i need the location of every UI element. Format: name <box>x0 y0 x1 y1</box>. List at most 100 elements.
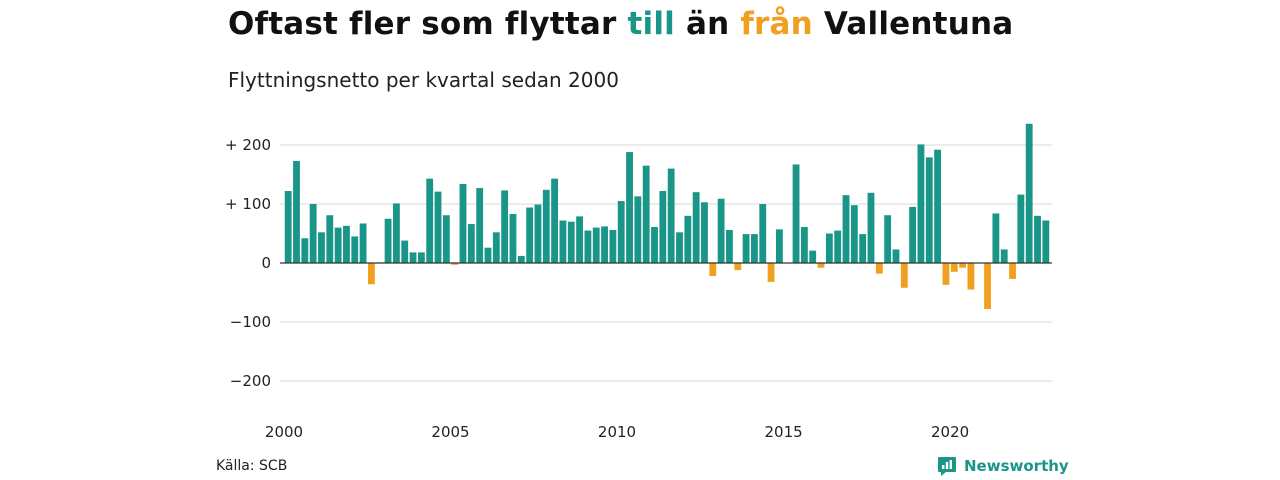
bar-2017-q2 <box>859 234 867 263</box>
bar-2001-q1 <box>318 232 325 263</box>
chart-subtitle: Flyttningsnetto per kvartal sedan 2000 <box>228 68 619 92</box>
bar-2005-q3 <box>467 224 475 263</box>
bar-2003-q2 <box>392 203 400 263</box>
bar-2014-q1 <box>751 234 758 263</box>
bar-2019-q3 <box>934 149 942 263</box>
title-part-2: än <box>674 6 741 42</box>
bar-2004-q2 <box>426 178 434 263</box>
bar-2002-q1 <box>351 236 359 263</box>
bar-2007-q2 <box>526 207 534 263</box>
bar-2010-q1 <box>617 201 625 263</box>
bar-2002-q2 <box>359 223 367 263</box>
bar-2005-q2 <box>459 183 467 263</box>
title-part-3: Vallentuna <box>812 6 1014 42</box>
bar-2011-q1 <box>651 227 658 263</box>
y-tick-label: + 100 <box>225 195 271 213</box>
x-tick-label: 2010 <box>598 423 636 441</box>
bar-2008-q2 <box>559 220 567 263</box>
bars <box>284 123 1050 310</box>
bar-2020-q3 <box>967 263 975 290</box>
bar-2018-q2 <box>892 249 900 263</box>
x-tick-label: 2005 <box>431 423 469 441</box>
bar-2019-q2 <box>925 157 933 263</box>
bar-2001-q2 <box>326 215 334 263</box>
bar-2014-q4 <box>775 229 783 263</box>
bar-2012-q1 <box>684 215 692 263</box>
bar-2022-q2 <box>1025 123 1033 263</box>
bar-2006-q3 <box>501 190 509 263</box>
bar-2021-q4 <box>1009 263 1016 279</box>
bar-2009-q1 <box>584 230 592 263</box>
bar-2013-q1 <box>717 198 725 263</box>
bar-2017-q3 <box>867 192 875 263</box>
y-tick-label: −200 <box>230 372 271 390</box>
bar-2007-q1 <box>517 255 525 263</box>
bar-2014-q2 <box>759 204 767 263</box>
bar-2021-q3 <box>1000 249 1008 263</box>
bar-2002-q3 <box>368 263 375 285</box>
bar-2014-q3 <box>767 263 775 282</box>
bar-2015-q3 <box>800 227 808 263</box>
bar-2012-q4 <box>709 263 717 276</box>
bar-2001-q3 <box>334 227 342 263</box>
bar-2004-q4 <box>442 215 450 263</box>
source-note: Källa: SCB <box>216 458 288 474</box>
bar-2009-q4 <box>609 229 617 263</box>
bar-2016-q3 <box>834 230 842 263</box>
bar-2018-q4 <box>909 206 917 263</box>
bar-2010-q3 <box>634 196 642 263</box>
bar-2016-q2 <box>825 233 833 263</box>
bar-2009-q2 <box>592 227 600 263</box>
bar-2013-q2 <box>726 229 733 263</box>
bar-2011-q3 <box>667 168 675 263</box>
bar-2020-q1 <box>950 263 958 272</box>
bar-2004-q1 <box>417 252 425 263</box>
bar-2012-q3 <box>701 202 708 263</box>
bar-2007-q4 <box>542 189 550 263</box>
bar-2010-q4 <box>642 165 650 263</box>
newsworthy-brand: Newsworthy <box>937 456 1069 476</box>
bar-2017-q1 <box>850 205 858 263</box>
bar-2022-q3 <box>1034 215 1041 263</box>
bar-2015-q4 <box>809 250 817 263</box>
x-tick-label: 2020 <box>931 423 969 441</box>
bar-2003-q4 <box>409 252 417 263</box>
bar-2000-q3 <box>301 238 309 263</box>
bar-2018-q1 <box>884 215 892 263</box>
y-tick-label: −100 <box>230 313 271 331</box>
y-tick-label: 0 <box>261 254 271 272</box>
bar-2019-q4 <box>942 263 950 285</box>
bar-2006-q1 <box>484 247 492 263</box>
bar-2000-q4 <box>309 204 317 263</box>
bar-2013-q4 <box>742 234 750 263</box>
bar-2020-q2 <box>959 263 966 268</box>
bar-2006-q2 <box>492 232 500 263</box>
bar-2016-q4 <box>842 195 850 263</box>
brand-name: Newsworthy <box>964 457 1069 475</box>
bar-2021-q2 <box>992 213 1000 263</box>
title-fran: från <box>740 6 813 42</box>
bar-2000-q2 <box>293 160 300 263</box>
bar-2008-q1 <box>551 178 559 263</box>
bar-2019-q1 <box>917 144 925 263</box>
chart-title: Oftast fler som flyttar till än från Val… <box>228 6 1013 42</box>
bar-2022-q1 <box>1017 194 1025 263</box>
bar-2022-q4 <box>1042 220 1050 263</box>
bar-2017-q4 <box>875 263 883 274</box>
bar-2003-q3 <box>401 240 409 263</box>
bar-2015-q2 <box>792 164 800 263</box>
y-axis-tick-labels: + 200 + 100 0 −100 −200 <box>225 136 271 390</box>
bar-2006-q4 <box>509 214 517 263</box>
bar-2011-q2 <box>659 191 667 263</box>
x-axis-tick-labels: 2000 2005 2010 2015 2020 <box>265 423 969 441</box>
bar-2008-q3 <box>567 221 575 263</box>
title-till: till <box>627 6 675 42</box>
bar-2018-q3 <box>900 263 908 288</box>
x-tick-label: 2000 <box>265 423 303 441</box>
bar-2016-q1 <box>817 263 825 268</box>
bar-2005-q4 <box>476 188 484 263</box>
bar-2000-q1 <box>284 191 292 263</box>
bar-2003-q1 <box>384 218 392 263</box>
newsworthy-chat-bar-icon <box>938 457 956 476</box>
